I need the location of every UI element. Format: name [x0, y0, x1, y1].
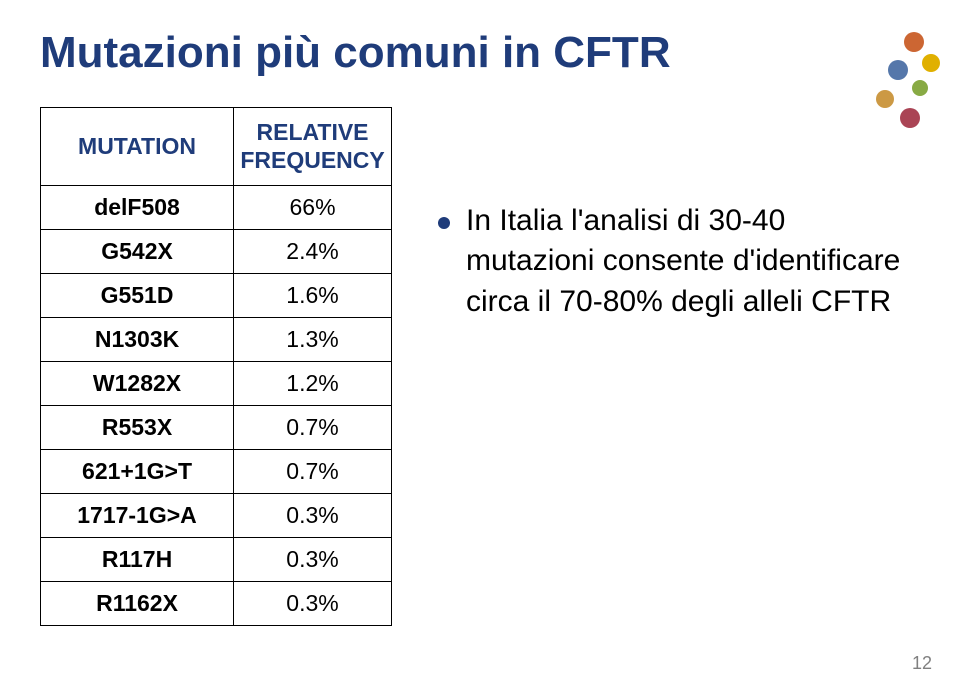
table-row: R1162X0.3% — [41, 582, 392, 626]
decor-dot-icon — [904, 32, 924, 52]
decor-dot-icon — [922, 54, 940, 72]
frequency-cell: 0.7% — [234, 406, 392, 450]
frequency-cell: 1.6% — [234, 274, 392, 318]
col-header-mutation: MUTATION — [41, 107, 234, 186]
decor-dot-icon — [912, 80, 928, 96]
table-header-row: MUTATION RELATIVE FREQUENCY — [41, 107, 392, 186]
frequency-cell: 0.3% — [234, 582, 392, 626]
frequency-cell: 0.3% — [234, 538, 392, 582]
table-row: R117H0.3% — [41, 538, 392, 582]
table-row: G551D1.6% — [41, 274, 392, 318]
frequency-cell: 66% — [234, 186, 392, 230]
mutation-cell: 621+1G>T — [41, 450, 234, 494]
mutation-cell: N1303K — [41, 318, 234, 362]
table-row: G542X2.4% — [41, 230, 392, 274]
slide: Mutazioni più comuni in CFTR MUTATION RE… — [0, 0, 960, 692]
table-row: 621+1G>T0.7% — [41, 450, 392, 494]
mutation-cell: R117H — [41, 538, 234, 582]
decor-dot-icon — [900, 108, 920, 128]
frequency-cell: 1.3% — [234, 318, 392, 362]
bullet-dot-icon — [438, 217, 450, 229]
slide-title: Mutazioni più comuni in CFTR — [40, 28, 920, 79]
bullet-row: In Italia l'analisi di 30-40 mutazioni c… — [438, 201, 920, 323]
table-row: N1303K1.3% — [41, 318, 392, 362]
mutation-cell: 1717-1G>A — [41, 494, 234, 538]
frequency-cell: 0.3% — [234, 494, 392, 538]
mutation-cell: G551D — [41, 274, 234, 318]
mutation-cell: W1282X — [41, 362, 234, 406]
corner-decor — [816, 24, 936, 144]
mutation-cell: G542X — [41, 230, 234, 274]
decor-dot-icon — [876, 90, 894, 108]
mutation-cell: R1162X — [41, 582, 234, 626]
page-number: 12 — [912, 653, 932, 674]
content-row: MUTATION RELATIVE FREQUENCY delF50866% G… — [40, 107, 920, 627]
bullet-text: In Italia l'analisi di 30-40 mutazioni c… — [466, 201, 920, 323]
frequency-cell: 2.4% — [234, 230, 392, 274]
col-header-frequency: RELATIVE FREQUENCY — [234, 107, 392, 186]
table-row: W1282X1.2% — [41, 362, 392, 406]
mutation-cell: delF508 — [41, 186, 234, 230]
table-row: delF50866% — [41, 186, 392, 230]
mutation-cell: R553X — [41, 406, 234, 450]
mutation-table-wrap: MUTATION RELATIVE FREQUENCY delF50866% G… — [40, 107, 392, 627]
table-row: 1717-1G>A0.3% — [41, 494, 392, 538]
frequency-cell: 0.7% — [234, 450, 392, 494]
decor-dot-icon — [888, 60, 908, 80]
mutation-table: MUTATION RELATIVE FREQUENCY delF50866% G… — [40, 107, 392, 627]
table-row: R553X0.7% — [41, 406, 392, 450]
frequency-cell: 1.2% — [234, 362, 392, 406]
